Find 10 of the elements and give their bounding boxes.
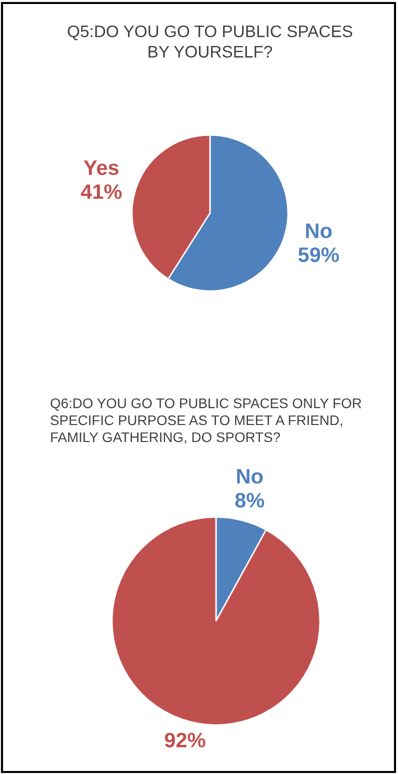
slice-label: Yes [84, 160, 118, 176]
data-label: 41% [80, 184, 122, 199]
slice-label: No [306, 224, 332, 238]
pie-slice [111, 516, 321, 726]
chart-title: Q5:DO YOU GO TO PUBLIC SPACES BY YOURSELF? [68, 25, 352, 58]
chart-title: Q6:DO YOU GO TO PUBLIC SPACES ONLY FOR SPECIFIC PURPOSE AS TO MEET A FRIEND, FAMILY GATHERING, DO SPORTS? [50, 398, 362, 444]
slice-label: No [237, 469, 263, 484]
data-label: 59% [298, 247, 339, 262]
data-label: 92% [164, 732, 206, 748]
data-label: 8% [235, 492, 264, 508]
